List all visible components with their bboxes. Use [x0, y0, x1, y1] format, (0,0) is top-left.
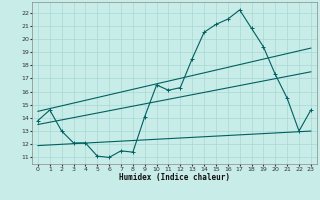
X-axis label: Humidex (Indice chaleur): Humidex (Indice chaleur): [119, 173, 230, 182]
